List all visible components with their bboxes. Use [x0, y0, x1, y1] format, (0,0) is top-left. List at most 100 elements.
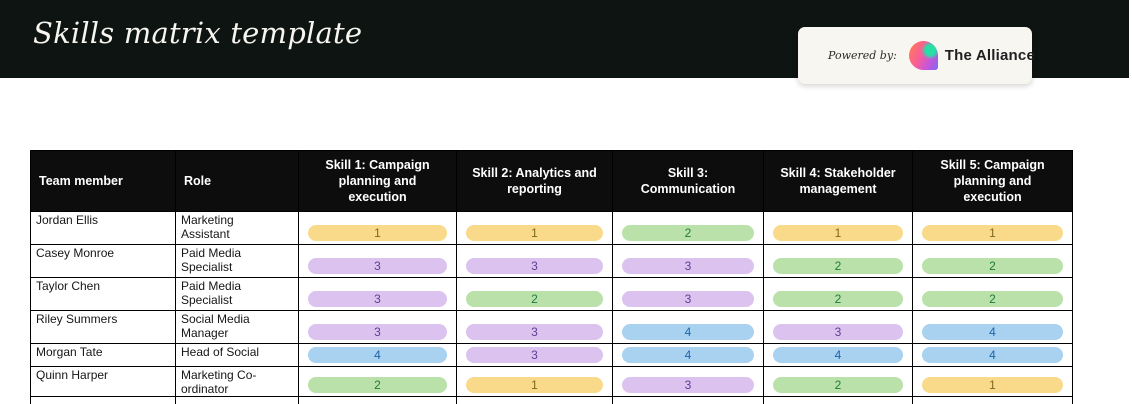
skill-rating-pill: 1 [773, 225, 903, 241]
skill-cell: 3 [763, 310, 913, 344]
role-cell: Marketing Assistant [175, 211, 299, 245]
skill-rating-pill: 3 [308, 324, 447, 340]
column-header-team-member: Team member [30, 150, 176, 212]
empty-cell [912, 396, 1073, 404]
skill-cell: 4 [298, 343, 457, 367]
skill-rating-pill: 4 [622, 347, 754, 363]
table-row: Quinn Harper Marketing Co-ordinator 2 1 3 2 1 [30, 365, 1073, 398]
skill-rating-pill: 2 [922, 291, 1063, 307]
skill-rating-pill: 2 [773, 377, 903, 394]
empty-cell [763, 396, 913, 404]
role-cell: Paid Media Specialist [175, 244, 299, 278]
skill-rating-pill: 2 [922, 258, 1063, 274]
skill-cell: 3 [298, 277, 457, 311]
skill-cell: 3 [456, 244, 613, 278]
skill-cell: 2 [298, 365, 457, 398]
table-row: Riley Summers Social Media Manager 3 3 4 3 4 [30, 310, 1073, 344]
skill-cell: 3 [612, 277, 764, 311]
skill-rating-pill: 4 [922, 347, 1063, 363]
skill-cell: 2 [456, 277, 613, 311]
skill-cell: 3 [298, 310, 457, 344]
skill-rating-pill: 3 [308, 258, 447, 274]
skill-rating-pill: 2 [466, 291, 603, 307]
brand-name: The Alliance [944, 47, 1035, 64]
table-row: Taylor Chen Paid Media Specialist 3 2 3 2 2 [30, 277, 1073, 311]
skill-cell: 2 [763, 365, 913, 398]
team-member-cell: Morgan Tate [30, 343, 176, 367]
skill-rating-pill: 4 [773, 347, 903, 363]
empty-cell [612, 396, 764, 404]
column-header-skill-1: Skill 1: Campaign planning and execution [298, 150, 457, 212]
skill-rating-pill: 3 [466, 347, 603, 363]
skill-rating-pill: 3 [308, 291, 447, 307]
table-row: Casey Monroe Paid Media Specialist 3 3 3 2 2 [30, 244, 1073, 278]
skill-rating-pill: 3 [466, 324, 603, 340]
skill-rating-pill: 2 [773, 258, 903, 274]
skill-cell: 2 [912, 244, 1073, 278]
role-cell: Marketing Co-ordinator [175, 365, 299, 398]
skill-rating-pill: 3 [622, 258, 754, 274]
skill-cell: 2 [763, 277, 913, 311]
skill-rating-pill: 4 [922, 324, 1063, 340]
team-member-cell: Casey Monroe [30, 244, 176, 278]
powered-by-badge[interactable]: Powered by: The Alliance [798, 27, 1035, 84]
skill-cell: 2 [612, 211, 764, 245]
team-member-cell: Riley Summers [30, 310, 176, 344]
table-row-partial [30, 396, 1073, 404]
skill-cell: 4 [763, 343, 913, 367]
role-cell: Paid Media Specialist [175, 277, 299, 311]
alliance-logo-icon [908, 41, 938, 70]
skill-rating-pill: 4 [622, 324, 754, 340]
table-header-row: Team member Role Skill 1: Campaign plannin… [30, 150, 1073, 212]
empty-cell [175, 396, 299, 404]
skill-rating-pill: 2 [308, 377, 447, 394]
team-member-cell: Taylor Chen [30, 277, 176, 311]
table-row: Morgan Tate Head of Social 4 3 4 4 4 [30, 343, 1073, 367]
skill-cell: 3 [298, 244, 457, 278]
team-member-cell: Jordan Ellis [30, 211, 176, 245]
role-cell: Social Media Manager [175, 310, 299, 344]
skill-cell: 3 [612, 244, 764, 278]
skill-cell: 3 [456, 343, 613, 367]
role-cell: Head of Social [175, 343, 299, 367]
skill-cell: 4 [612, 310, 764, 344]
empty-cell [298, 396, 457, 404]
skill-cell: 1 [912, 211, 1073, 245]
column-header-skill-5: Skill 5: Campaign planning and execution [912, 150, 1073, 212]
skill-cell: 3 [456, 310, 613, 344]
skill-rating-pill: 3 [773, 324, 903, 340]
team-member-cell: Quinn Harper [30, 365, 176, 398]
skill-cell: 4 [912, 310, 1073, 344]
skill-rating-pill: 1 [308, 225, 447, 241]
column-header-skill-3: Skill 3: Communication [612, 150, 764, 212]
skills-matrix-table: Team member Role Skill 1: Campaign plannin… [30, 150, 1073, 404]
empty-cell [456, 396, 613, 404]
empty-cell [30, 396, 176, 404]
skills-table: Team member Role Skill 1: Campaign plannin… [30, 150, 1073, 404]
skill-rating-pill: 1 [466, 225, 603, 241]
skill-rating-pill: 2 [773, 291, 903, 307]
skill-cell: 1 [456, 365, 613, 398]
skill-cell: 3 [612, 365, 764, 398]
skill-cell: 2 [912, 277, 1073, 311]
page-title: Skills matrix template [33, 16, 363, 50]
skill-cell: 4 [912, 343, 1073, 367]
column-header-skill-4: Skill 4: Stakeholder management [763, 150, 913, 212]
skill-cell: 1 [456, 211, 613, 245]
skill-rating-pill: 3 [622, 291, 754, 307]
column-header-skill-2: Skill 2: Analytics and reporting [456, 150, 613, 212]
skill-cell: 4 [612, 343, 764, 367]
powered-by-label: Powered by: [828, 49, 897, 62]
skill-cell: 1 [912, 365, 1073, 398]
skill-rating-pill: 3 [622, 377, 754, 394]
skill-rating-pill: 4 [308, 347, 447, 363]
skill-rating-pill: 1 [922, 225, 1063, 241]
table-row: Jordan Ellis Marketing Assistant 1 1 2 1 1 [30, 211, 1073, 245]
skill-rating-pill: 1 [922, 377, 1063, 394]
skill-rating-pill: 3 [466, 258, 603, 274]
skill-cell: 2 [763, 244, 913, 278]
skill-cell: 1 [298, 211, 457, 245]
column-header-role: Role [175, 150, 299, 212]
skill-rating-pill: 2 [622, 225, 754, 241]
skill-cell: 1 [763, 211, 913, 245]
